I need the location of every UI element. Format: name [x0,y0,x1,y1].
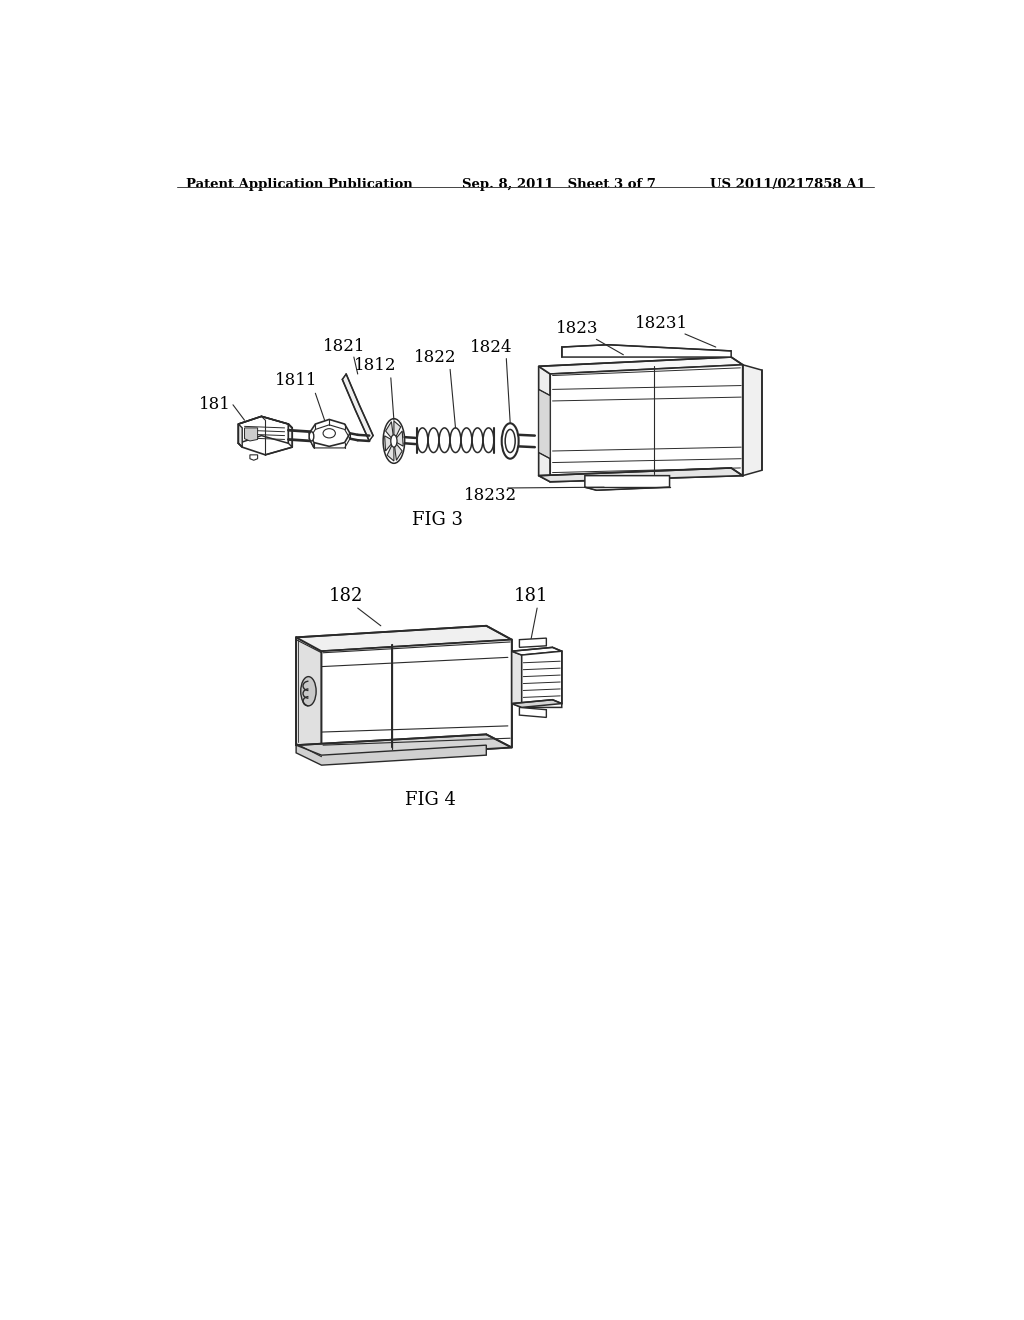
Text: 1811: 1811 [274,372,317,389]
Text: FIG 3: FIG 3 [412,511,463,529]
Polygon shape [519,638,547,647]
Ellipse shape [502,424,518,459]
Polygon shape [394,444,402,461]
Polygon shape [239,424,243,447]
Polygon shape [585,475,670,490]
Ellipse shape [391,434,397,447]
Polygon shape [550,364,742,482]
Polygon shape [539,389,550,459]
Text: FIG 4: FIG 4 [406,792,457,809]
Polygon shape [385,436,391,451]
Polygon shape [519,708,547,718]
Polygon shape [250,455,258,461]
Polygon shape [342,374,373,441]
Ellipse shape [309,432,313,441]
Text: Sep. 8, 2011   Sheet 3 of 7: Sep. 8, 2011 Sheet 3 of 7 [462,178,655,190]
Polygon shape [386,421,393,438]
Polygon shape [512,651,521,708]
Polygon shape [296,638,322,759]
Polygon shape [296,734,512,759]
Polygon shape [309,433,313,447]
Polygon shape [742,364,762,475]
Polygon shape [296,626,512,651]
Polygon shape [521,651,562,708]
Polygon shape [562,345,731,358]
Ellipse shape [301,677,316,706]
Polygon shape [309,420,350,446]
Ellipse shape [323,429,336,438]
Polygon shape [322,640,512,759]
Polygon shape [539,469,742,482]
Text: 1821: 1821 [324,338,366,355]
Text: 18232: 18232 [464,487,517,504]
Polygon shape [512,700,562,708]
Text: 181: 181 [514,587,548,605]
Text: 1824: 1824 [470,339,512,356]
Polygon shape [396,430,403,446]
Polygon shape [239,416,289,444]
Polygon shape [289,424,292,447]
Text: US 2011/0217858 A1: US 2011/0217858 A1 [711,178,866,190]
Text: Patent Application Publication: Patent Application Publication [186,178,413,190]
Polygon shape [245,428,258,441]
Polygon shape [539,367,550,482]
Text: 1822: 1822 [414,350,456,367]
Ellipse shape [505,429,515,453]
Text: 182: 182 [329,587,364,605]
Polygon shape [539,358,742,374]
Polygon shape [296,744,486,766]
Text: 1812: 1812 [354,356,396,374]
Polygon shape [512,647,562,655]
Polygon shape [394,421,400,437]
Text: 1823: 1823 [556,319,598,337]
Text: 18231: 18231 [635,314,688,331]
Text: 181: 181 [199,396,230,413]
Polygon shape [387,445,394,461]
Ellipse shape [383,418,404,463]
